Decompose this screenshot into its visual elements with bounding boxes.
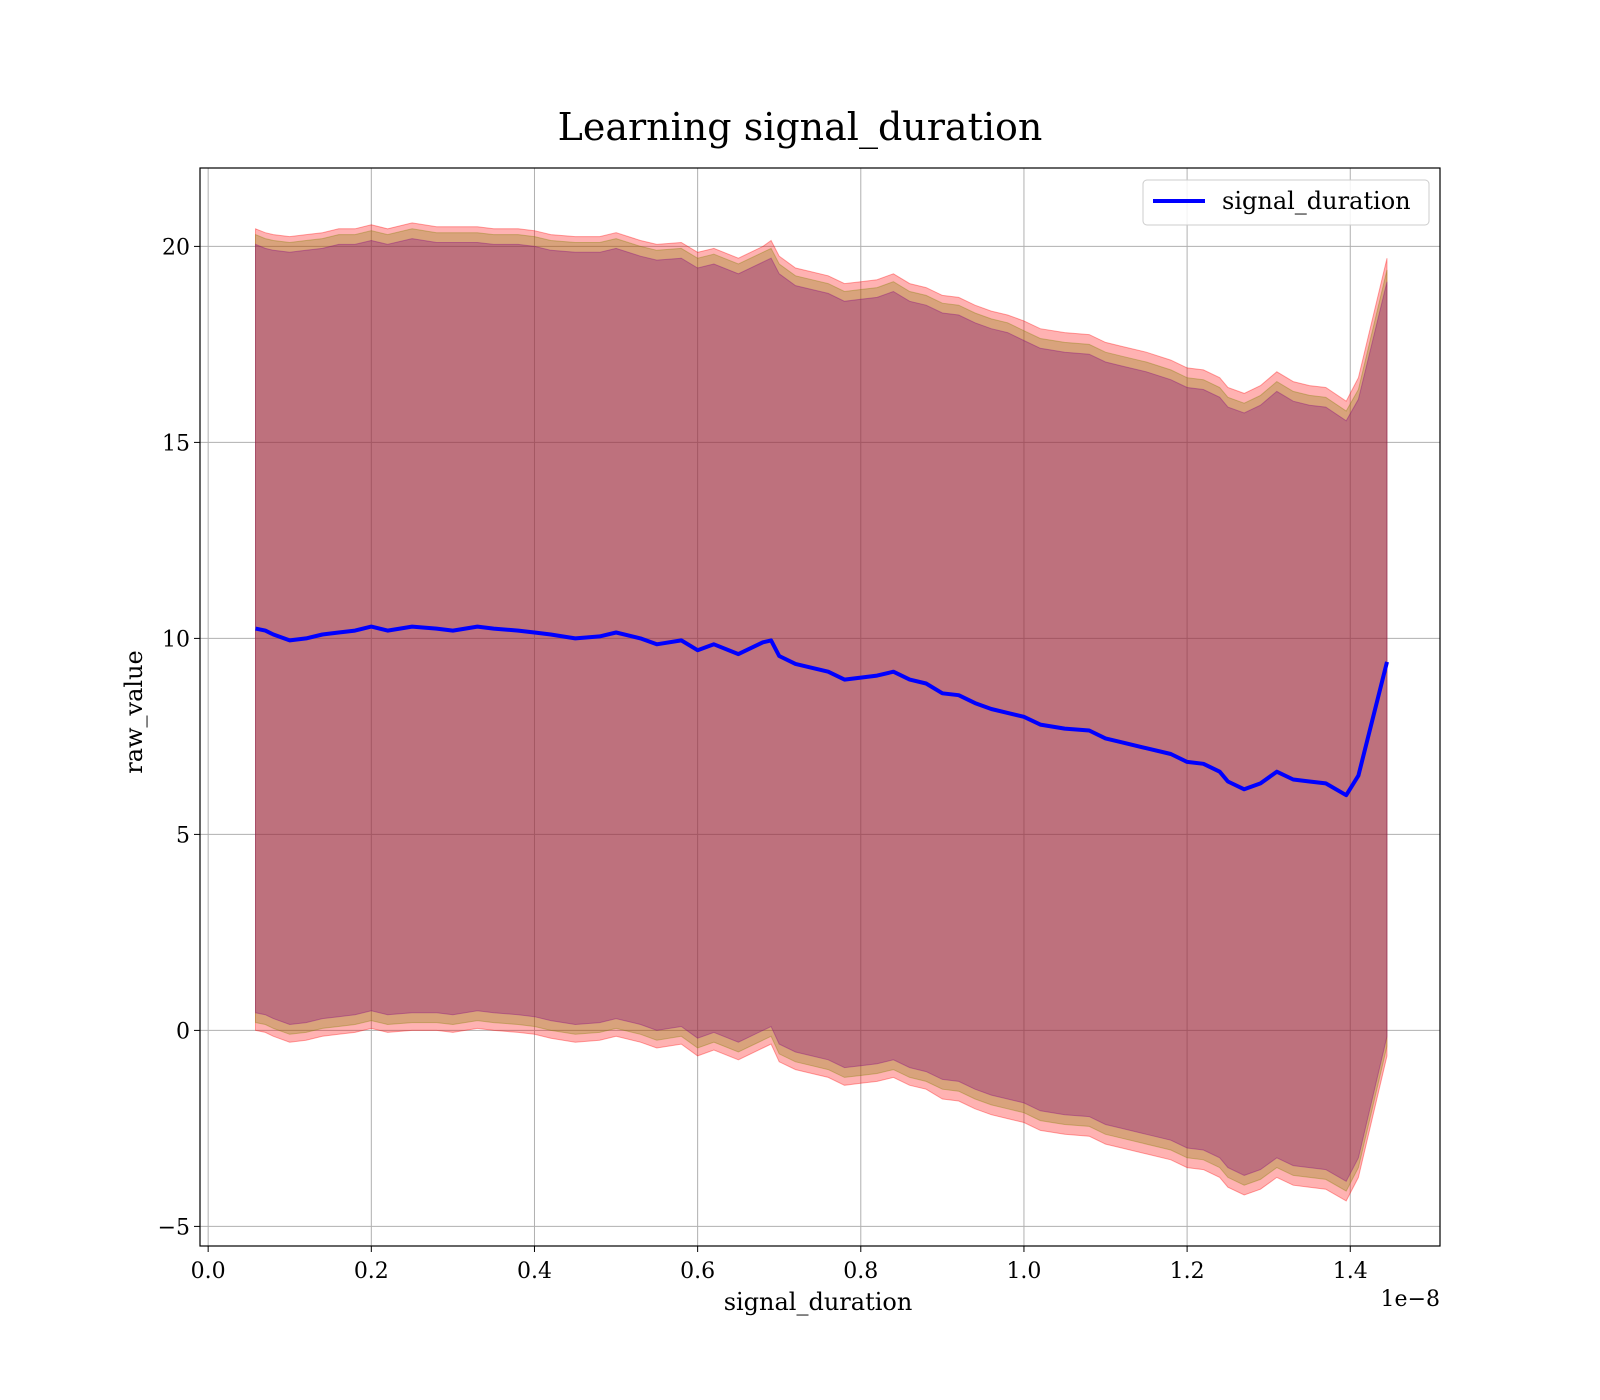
x-tick-label: 1.4 bbox=[1333, 1259, 1368, 1284]
y-axis-ticks: −5 0 5 10 15 20 bbox=[158, 235, 200, 1240]
confidence-band-2 bbox=[255, 238, 1388, 1182]
series-line-signal-duration bbox=[255, 624, 1389, 798]
y-tick-label: 20 bbox=[162, 235, 190, 260]
confidence-band-1 bbox=[255, 228, 1388, 1192]
legend: signal_duration bbox=[1142, 179, 1430, 226]
x-axis-ticks: 0.0 0.2 0.4 0.6 0.8 1.0 1.2 1.4 bbox=[191, 1246, 1368, 1284]
x-tick-label: 0.8 bbox=[843, 1259, 878, 1284]
chart-title: Learning signal_duration bbox=[558, 105, 1043, 150]
legend-label: signal_duration bbox=[1222, 187, 1411, 215]
x-tick-label: 0.6 bbox=[680, 1259, 715, 1284]
x-axis-multiplier: 1e−8 bbox=[1381, 1287, 1440, 1312]
y-tick-label: 15 bbox=[162, 431, 190, 456]
plot-frame bbox=[199, 167, 1441, 1247]
x-tick-label: 1.2 bbox=[1170, 1259, 1205, 1284]
legend-box bbox=[1142, 179, 1430, 226]
x-tick-label: 0.0 bbox=[191, 1259, 226, 1284]
x-tick-label: 0.2 bbox=[354, 1259, 389, 1284]
grid-lines bbox=[200, 168, 1440, 1246]
x-tick-label: 0.4 bbox=[517, 1259, 552, 1284]
y-tick-label: 10 bbox=[162, 627, 190, 652]
series-lines bbox=[255, 624, 1389, 798]
confidence-band-0 bbox=[255, 222, 1388, 1202]
y-tick-label: −5 bbox=[158, 1215, 190, 1240]
x-axis-label: signal_duration bbox=[724, 1288, 913, 1316]
y-axis-label: raw_value bbox=[120, 650, 148, 774]
confidence-bands bbox=[255, 222, 1388, 1202]
y-tick-label: 5 bbox=[176, 823, 190, 848]
x-tick-label: 1.0 bbox=[1006, 1259, 1041, 1284]
y-tick-label: 0 bbox=[176, 1019, 190, 1044]
